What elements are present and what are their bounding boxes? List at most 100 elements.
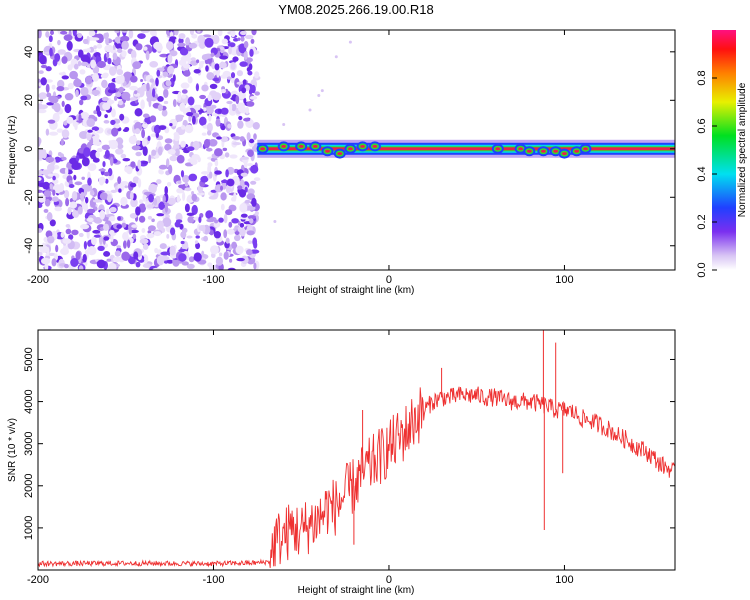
noise-blob	[96, 60, 106, 69]
noise-blob	[169, 245, 176, 256]
noise-blob	[120, 35, 130, 42]
noise-blob	[147, 215, 152, 220]
noise-blob	[49, 47, 53, 57]
noise-blob	[134, 128, 141, 135]
noise-blob	[107, 194, 112, 203]
noise-blob	[180, 170, 185, 178]
ridge-bump	[553, 149, 559, 153]
noise-blob	[63, 189, 70, 199]
noise-blob	[110, 119, 116, 126]
noise-blob	[147, 225, 156, 232]
noise-blob	[273, 220, 277, 223]
noise-blob	[239, 222, 245, 228]
noise-blob	[131, 145, 141, 151]
noise-blob	[75, 251, 81, 261]
noise-blob	[186, 235, 193, 239]
noise-blob	[91, 236, 97, 246]
noise-blob	[81, 184, 91, 190]
noise-blob	[246, 230, 255, 236]
noise-blob	[201, 54, 209, 61]
noise-blob	[149, 115, 157, 123]
noise-blob	[164, 186, 168, 195]
noise-blob	[121, 50, 127, 58]
noise-blob	[77, 60, 82, 67]
noise-blob	[91, 89, 101, 96]
noise-blob	[90, 37, 100, 41]
noise-blob	[67, 206, 72, 215]
noise-blob	[245, 34, 254, 40]
noise-blob	[56, 128, 64, 133]
noise-blob	[77, 206, 83, 215]
noise-blob	[120, 196, 128, 207]
noise-blob	[104, 114, 108, 119]
noise-blob	[38, 137, 41, 147]
noise-blob	[90, 189, 94, 196]
noise-blob	[210, 52, 215, 57]
noise-blob	[71, 191, 78, 201]
noise-blob	[109, 216, 116, 222]
noise-blob	[218, 217, 224, 223]
noise-blob	[175, 219, 183, 223]
noise-blob	[93, 110, 97, 114]
ridge-bump	[518, 147, 524, 151]
noise-blob	[190, 57, 196, 61]
noise-blob	[70, 258, 79, 267]
noise-blob	[38, 70, 44, 74]
noise-blob	[176, 188, 185, 194]
noise-blob	[47, 119, 56, 124]
noise-blob	[38, 182, 48, 188]
noise-blob	[203, 107, 207, 112]
noise-blob	[132, 233, 137, 240]
noise-blob	[58, 182, 65, 192]
y-tick-label: 0	[23, 146, 35, 152]
noise-blob	[90, 59, 97, 69]
noise-blob	[117, 48, 123, 54]
noise-blob	[146, 233, 155, 239]
noise-blob	[132, 176, 140, 184]
noise-blob	[220, 203, 225, 211]
noise-blob	[181, 94, 186, 99]
noise-blob	[153, 41, 163, 50]
noise-blob	[47, 252, 56, 256]
noise-blob	[120, 153, 127, 159]
noise-blob	[231, 90, 238, 95]
noise-blob	[48, 35, 53, 43]
noise-blob	[210, 245, 219, 255]
noise-blob	[116, 69, 124, 76]
noise-blob	[146, 82, 150, 92]
noise-blob	[254, 91, 260, 96]
noise-blob	[104, 44, 114, 53]
noise-blob	[135, 261, 141, 268]
noise-blob	[198, 61, 204, 69]
x-tick-label: 0	[386, 574, 392, 586]
noise-blob	[116, 245, 121, 249]
noise-blob	[153, 198, 158, 206]
noise-blob	[237, 185, 243, 190]
noise-blob	[149, 61, 159, 68]
noise-blob	[212, 34, 220, 45]
noise-blob	[219, 61, 227, 69]
noise-blob	[40, 257, 51, 265]
ridge-bump	[260, 147, 266, 151]
noise-blob	[128, 135, 138, 145]
noise-blob	[65, 167, 69, 176]
noise-blob	[205, 210, 214, 219]
noise-blob	[188, 173, 198, 182]
ridge-bump	[561, 152, 567, 156]
noise-blob	[201, 132, 207, 136]
noise-blob	[166, 41, 174, 51]
noise-blob	[57, 79, 65, 89]
noise-blob	[154, 127, 159, 134]
noise-blob	[203, 138, 211, 149]
noise-blob	[219, 55, 229, 60]
noise-blob	[40, 77, 47, 86]
noise-blob	[176, 194, 181, 203]
noise-blob	[236, 257, 245, 262]
noise-blob	[243, 160, 248, 169]
noise-blob	[140, 30, 150, 33]
ridge-bump	[337, 152, 343, 156]
noise-blob	[240, 213, 248, 218]
noise-blob	[160, 251, 170, 256]
noise-blob	[104, 149, 110, 159]
